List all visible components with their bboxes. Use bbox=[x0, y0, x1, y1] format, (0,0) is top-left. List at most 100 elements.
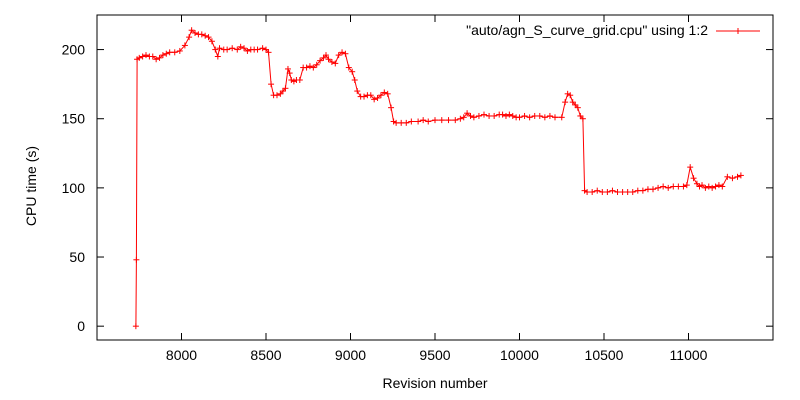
data-point bbox=[290, 78, 297, 85]
data-point bbox=[254, 46, 261, 53]
data-point bbox=[273, 92, 280, 99]
x-axis-label: Revision number bbox=[382, 375, 487, 391]
data-point bbox=[719, 183, 726, 190]
y-axis-ticks: 0 50 100 150 200 bbox=[62, 42, 773, 334]
data-series bbox=[132, 27, 744, 330]
data-point bbox=[303, 64, 310, 71]
data-point bbox=[670, 183, 677, 190]
data-point bbox=[202, 32, 209, 39]
data-point bbox=[398, 119, 405, 126]
data-point bbox=[163, 50, 170, 57]
data-point bbox=[526, 114, 533, 121]
data-point bbox=[186, 34, 193, 41]
data-point bbox=[438, 117, 445, 124]
data-point bbox=[322, 52, 329, 59]
data-point bbox=[351, 77, 358, 83]
data-point bbox=[263, 46, 269, 53]
data-point bbox=[445, 117, 452, 124]
data-point bbox=[650, 186, 657, 193]
data-point bbox=[509, 112, 516, 119]
data-point bbox=[176, 47, 183, 54]
legend-marker-sample bbox=[735, 28, 741, 34]
data-point bbox=[502, 112, 509, 119]
data-point bbox=[192, 29, 199, 36]
data-point bbox=[320, 54, 327, 61]
data-point bbox=[237, 43, 244, 50]
x-tick-label: 8500 bbox=[250, 347, 281, 363]
data-point bbox=[687, 164, 694, 171]
data-point bbox=[577, 112, 584, 119]
data-point bbox=[737, 172, 744, 179]
x-tick-label: 10000 bbox=[500, 347, 539, 363]
y-tick-label: 50 bbox=[69, 249, 85, 265]
data-point bbox=[470, 114, 477, 121]
data-point bbox=[457, 115, 464, 122]
data-point bbox=[581, 187, 588, 194]
data-point bbox=[699, 182, 706, 189]
data-point bbox=[156, 54, 163, 61]
data-point bbox=[136, 54, 143, 61]
data-point bbox=[342, 50, 349, 57]
data-point bbox=[328, 59, 335, 66]
data-point bbox=[349, 68, 356, 75]
data-point bbox=[634, 187, 641, 194]
data-point bbox=[569, 99, 576, 106]
data-point bbox=[381, 89, 388, 96]
data-point bbox=[181, 42, 188, 49]
data-point bbox=[460, 114, 467, 121]
data-point bbox=[724, 173, 731, 180]
data-point bbox=[367, 92, 374, 99]
y-tick-label: 150 bbox=[62, 111, 86, 127]
data-point bbox=[712, 183, 719, 190]
data-point bbox=[452, 117, 459, 124]
data-point bbox=[572, 101, 579, 108]
data-point bbox=[574, 104, 581, 111]
data-point bbox=[171, 49, 178, 56]
data-point bbox=[579, 115, 586, 122]
data-point bbox=[464, 110, 471, 117]
data-point bbox=[564, 90, 571, 97]
data-point bbox=[296, 77, 303, 83]
data-point bbox=[639, 187, 646, 194]
data-point bbox=[629, 189, 636, 196]
data-point bbox=[282, 85, 289, 92]
data-point bbox=[516, 114, 523, 121]
data-point bbox=[393, 119, 400, 126]
data-point bbox=[614, 189, 621, 196]
data-point bbox=[149, 53, 156, 60]
x-tick-label: 11000 bbox=[670, 347, 708, 363]
data-point bbox=[734, 173, 741, 180]
data-point bbox=[310, 64, 317, 71]
data-point bbox=[715, 182, 722, 189]
data-point bbox=[268, 81, 275, 88]
data-point bbox=[188, 27, 195, 34]
data-point bbox=[317, 57, 324, 64]
data-point bbox=[702, 184, 709, 191]
data-point bbox=[481, 111, 488, 118]
data-point bbox=[361, 93, 368, 100]
y-tick-label: 0 bbox=[77, 318, 85, 334]
data-point bbox=[286, 70, 293, 77]
data-point bbox=[371, 96, 378, 103]
data-point bbox=[143, 52, 150, 59]
data-point bbox=[214, 53, 221, 60]
data-point bbox=[499, 111, 506, 118]
data-point bbox=[683, 182, 690, 189]
data-point bbox=[205, 34, 212, 41]
data-point bbox=[644, 186, 651, 193]
data-point bbox=[660, 183, 667, 190]
data-point bbox=[284, 65, 291, 72]
data-point bbox=[690, 175, 697, 182]
data-point bbox=[709, 184, 716, 191]
data-point bbox=[599, 189, 606, 196]
data-point bbox=[265, 49, 272, 56]
data-point bbox=[377, 92, 384, 99]
data-point bbox=[551, 114, 558, 121]
data-point bbox=[390, 118, 397, 125]
data-point bbox=[332, 60, 339, 67]
x-axis-ticks: 8000 8500 9000 9500 10000 10500 11000 bbox=[166, 15, 708, 363]
data-point bbox=[139, 53, 146, 60]
data-point bbox=[589, 189, 596, 196]
